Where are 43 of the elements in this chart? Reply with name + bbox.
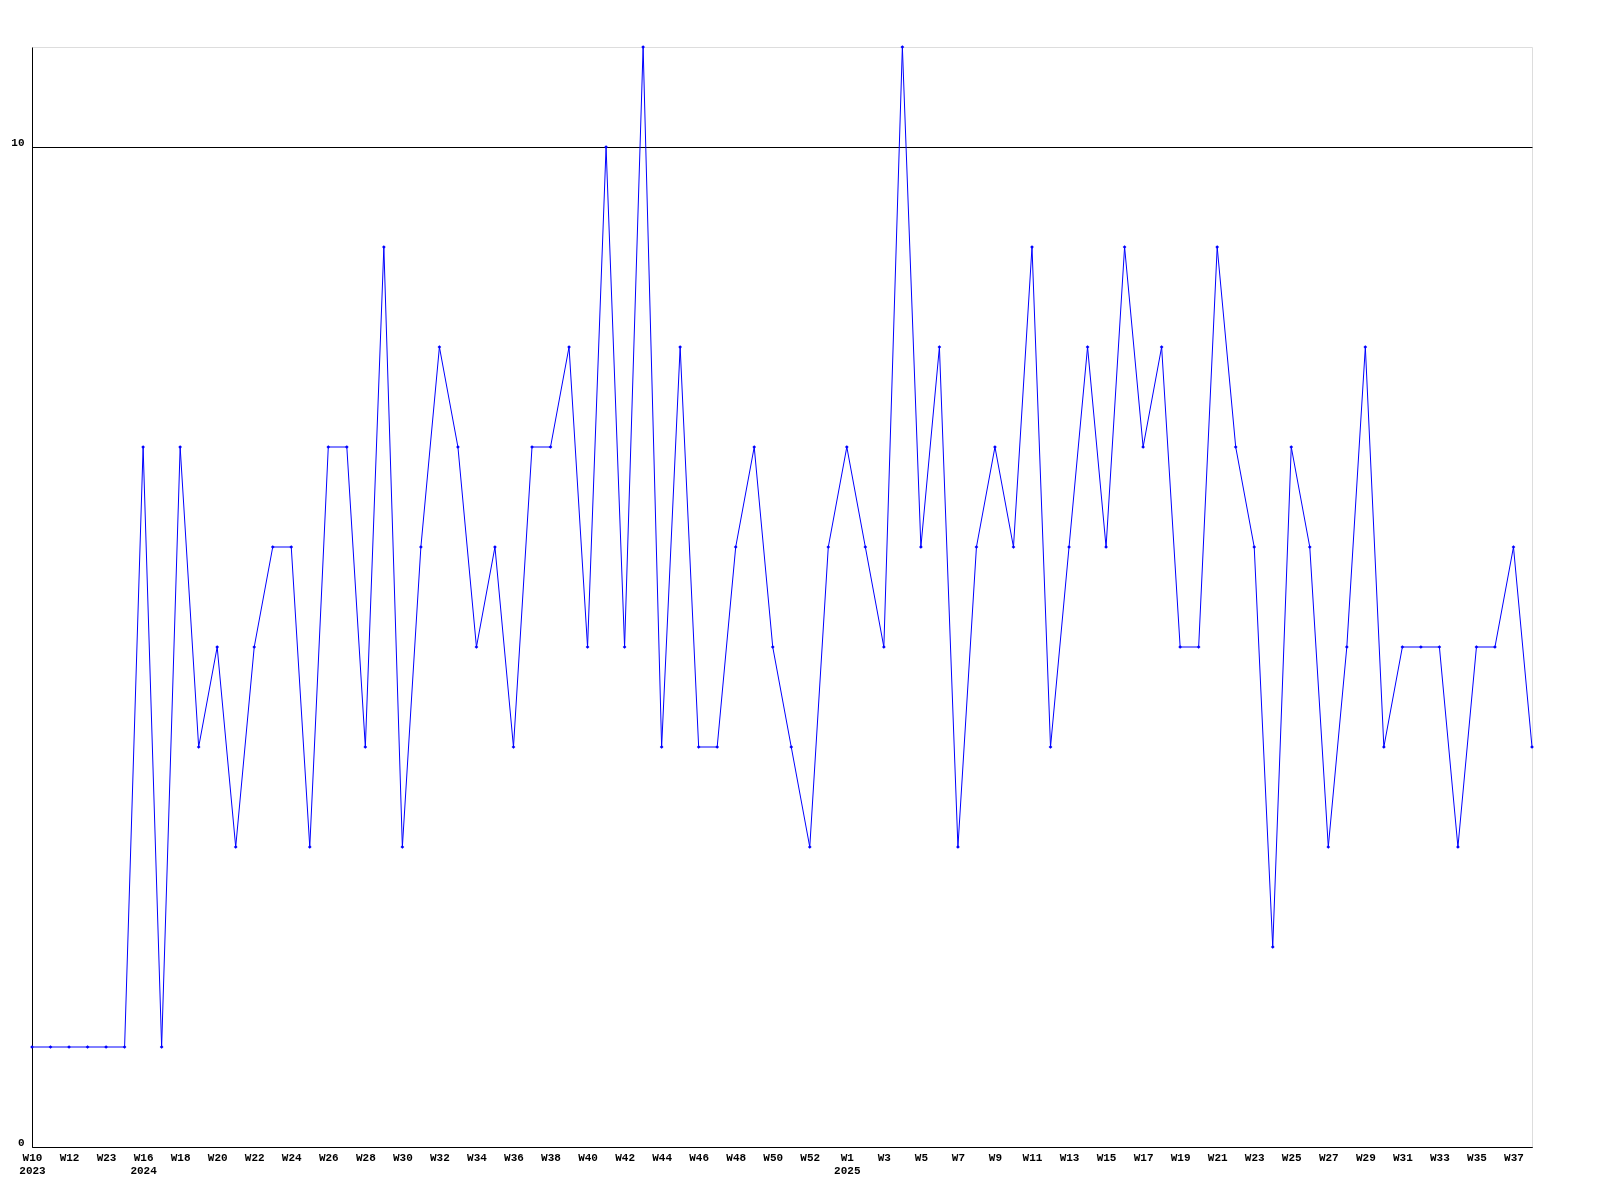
x-tick-label: W42 — [615, 1151, 635, 1164]
x-tick-label: W19 — [1170, 1151, 1191, 1164]
x-tick-label: W23 — [1244, 1151, 1266, 1164]
x-tick-label: W35 — [1467, 1151, 1488, 1164]
x-tick-label: W1 2025 — [834, 1151, 861, 1177]
x-tick-label: W16 2024 — [130, 1151, 158, 1177]
x-tick-label: W29 — [1355, 1151, 1376, 1164]
y-tick-label: 10 — [11, 136, 25, 149]
x-tick-label: W5 — [914, 1151, 929, 1164]
x-tick-label: W20 — [207, 1151, 228, 1164]
x-tick-label: W10 2023 — [19, 1151, 47, 1177]
x-tick-label: W3 — [877, 1151, 892, 1164]
x-tick-label: W37 — [1504, 1151, 1524, 1164]
x-tick-label: W46 — [689, 1151, 710, 1164]
x-tick-label: W24 — [281, 1151, 303, 1164]
x-tick-label: W33 — [1430, 1151, 1451, 1164]
x-tick-label: W52 — [800, 1151, 821, 1164]
x-tick-label: W27 — [1318, 1151, 1339, 1164]
x-tick-label: W12 — [59, 1151, 80, 1164]
x-tick-label: W17 — [1133, 1151, 1154, 1164]
x-tick-label: W40 — [578, 1151, 598, 1164]
x-tick-label: W13 — [1059, 1151, 1080, 1164]
x-tick-label: W36 — [504, 1151, 524, 1164]
x-tick-label: W32 — [430, 1151, 450, 1164]
y-tick-label: 0 — [17, 1136, 25, 1149]
x-tick-label: W30 — [392, 1151, 413, 1164]
x-tick-label: W26 — [318, 1151, 339, 1164]
x-tick-label: W21 — [1207, 1151, 1228, 1164]
x-tick-label: W28 — [355, 1151, 377, 1164]
x-tick-label: W7 — [951, 1151, 966, 1164]
x-tick-label: W23 — [96, 1151, 117, 1164]
x-tick-label: W11 — [1022, 1151, 1043, 1164]
x-tick-label: W25 — [1281, 1151, 1303, 1164]
x-tick-label: W34 — [467, 1151, 488, 1164]
x-tick-label: W31 — [1392, 1151, 1414, 1164]
x-tick-label: W48 — [726, 1151, 747, 1164]
x-tick-label: W15 — [1096, 1151, 1117, 1164]
x-tick-label: W38 — [541, 1151, 562, 1164]
x-tick-label: W18 — [170, 1151, 191, 1164]
x-tick-label: W44 — [652, 1151, 673, 1164]
x-tick-label: W50 — [763, 1151, 784, 1164]
x-tick-label: W22 — [244, 1151, 265, 1164]
x-tick-label: W9 — [988, 1151, 1003, 1164]
